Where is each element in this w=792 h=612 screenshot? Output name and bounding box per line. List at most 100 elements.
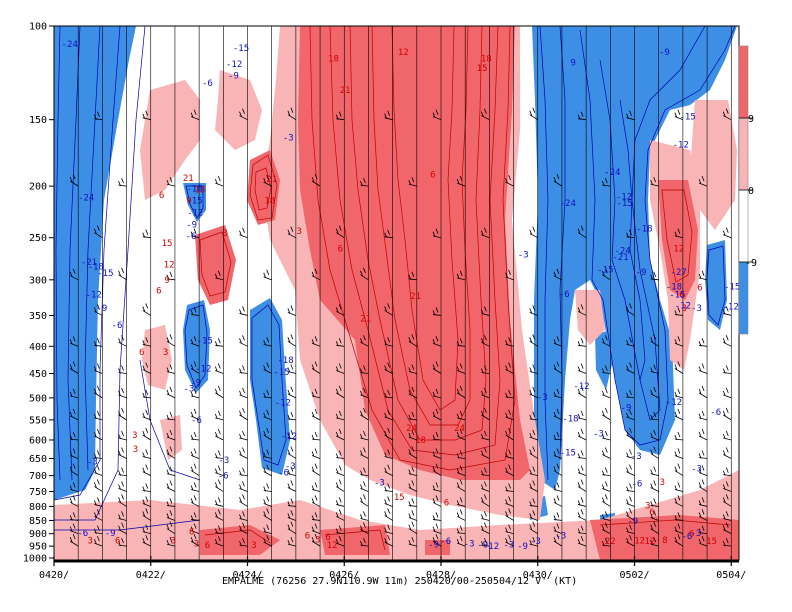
wind-barb	[626, 535, 635, 547]
wind-barb	[263, 409, 272, 421]
wind-barb	[481, 387, 490, 399]
wind-barb	[190, 448, 200, 459]
wind-barb	[553, 534, 563, 547]
wind-barb	[263, 362, 272, 374]
wind-barb	[626, 508, 635, 521]
y-tick-label: 550	[29, 415, 47, 426]
wind-barb	[601, 538, 611, 547]
wind-barb	[722, 494, 732, 507]
contour-label: 3	[132, 431, 137, 441]
wind-barb	[214, 270, 224, 281]
wind-barb	[263, 483, 272, 492]
wind-barb	[118, 467, 127, 476]
wind-barb	[69, 534, 79, 547]
wind-barb	[577, 465, 587, 476]
wind-barb	[722, 481, 732, 492]
wind-barb	[311, 408, 321, 421]
wind-barb	[360, 365, 369, 374]
contour-label: 18	[264, 197, 275, 207]
wind-barb	[408, 176, 417, 187]
y-tick-label: 700	[29, 471, 47, 482]
wind-barb	[529, 510, 538, 521]
wind-barb	[432, 361, 442, 374]
contour-label: -12	[483, 542, 499, 552]
contour-label: 22	[605, 537, 616, 547]
wind-barb	[432, 495, 442, 507]
wind-barb	[722, 227, 732, 239]
wind-barb	[94, 465, 103, 476]
wind-barb	[214, 385, 224, 399]
wind-barb	[384, 389, 393, 399]
wind-barb	[239, 511, 248, 521]
wind-barb	[142, 524, 151, 535]
wind-barb	[94, 111, 103, 121]
wind-barb	[456, 450, 466, 459]
wind-barb	[650, 498, 659, 507]
wind-barb	[360, 511, 369, 521]
contour-label: -6	[191, 416, 202, 426]
wind-barb	[529, 498, 538, 507]
contour-label: -9	[659, 48, 670, 58]
negative-contour-labels: -24 -15-12-9-6-3-24-21-18-15-12-9-6-18-15…	[62, 40, 741, 552]
wind-barb	[239, 108, 248, 121]
colorbar: 9 0 -9	[738, 45, 757, 335]
contour-label: -9	[636, 268, 647, 278]
wind-barb	[69, 361, 79, 374]
wind-barb	[142, 229, 151, 239]
contour-label: -6	[682, 532, 693, 542]
wind-barb	[529, 411, 538, 421]
y-tick-label: 900	[29, 529, 47, 540]
wind-barb	[553, 523, 563, 535]
wind-barb	[553, 431, 562, 441]
colorbar-strong-negative	[739, 262, 748, 334]
wind-barb	[481, 522, 490, 535]
wind-barb	[577, 509, 587, 521]
contour-label: 6	[338, 245, 343, 255]
contour-label: 15	[706, 537, 717, 547]
contour-label: -9	[627, 517, 638, 527]
contour-label: -9	[228, 72, 239, 82]
wind-barb	[360, 335, 369, 347]
wind-barb	[505, 449, 514, 459]
wind-barb	[408, 386, 417, 399]
wind-barb	[335, 111, 345, 121]
wind-barb	[626, 337, 635, 347]
wind-barb	[94, 428, 103, 441]
wind-barb	[698, 509, 708, 521]
contour-label: 12	[327, 541, 338, 551]
wind-barb	[505, 269, 514, 281]
wind-barb	[456, 536, 466, 547]
contour-label: 15	[162, 239, 173, 249]
contour-label: -12	[723, 303, 739, 313]
wind-barb	[239, 481, 248, 492]
wind-barb	[408, 429, 417, 441]
wind-barb	[722, 108, 732, 121]
contour-label: -18	[88, 262, 104, 272]
wind-barb	[650, 176, 659, 187]
contour-label: 3	[297, 227, 302, 237]
wind-barb	[626, 389, 635, 399]
contour-label: -9	[621, 403, 632, 413]
wind-barb	[626, 303, 635, 316]
contour-label: -18	[636, 224, 652, 234]
wind-barb	[577, 225, 587, 239]
wind-barb	[626, 449, 635, 459]
wind-barb	[384, 524, 393, 535]
wind-barb	[166, 446, 176, 459]
contour-label: 12	[673, 245, 684, 255]
wind-barb	[311, 173, 321, 187]
wind-barb	[94, 479, 103, 492]
contour-label: -12	[281, 432, 297, 442]
contour-label: 12	[645, 537, 656, 547]
wind-barb	[69, 388, 79, 399]
contour-label: -6	[218, 472, 229, 482]
contour-label: 6	[205, 541, 210, 551]
contour-label: -6	[632, 479, 643, 489]
wind-barb	[94, 497, 103, 507]
wind-barb	[674, 534, 684, 547]
wind-barb	[601, 494, 611, 507]
contour-label: 6	[115, 536, 120, 546]
contour-label: -3	[631, 452, 642, 462]
contour-label: -6	[710, 408, 721, 418]
